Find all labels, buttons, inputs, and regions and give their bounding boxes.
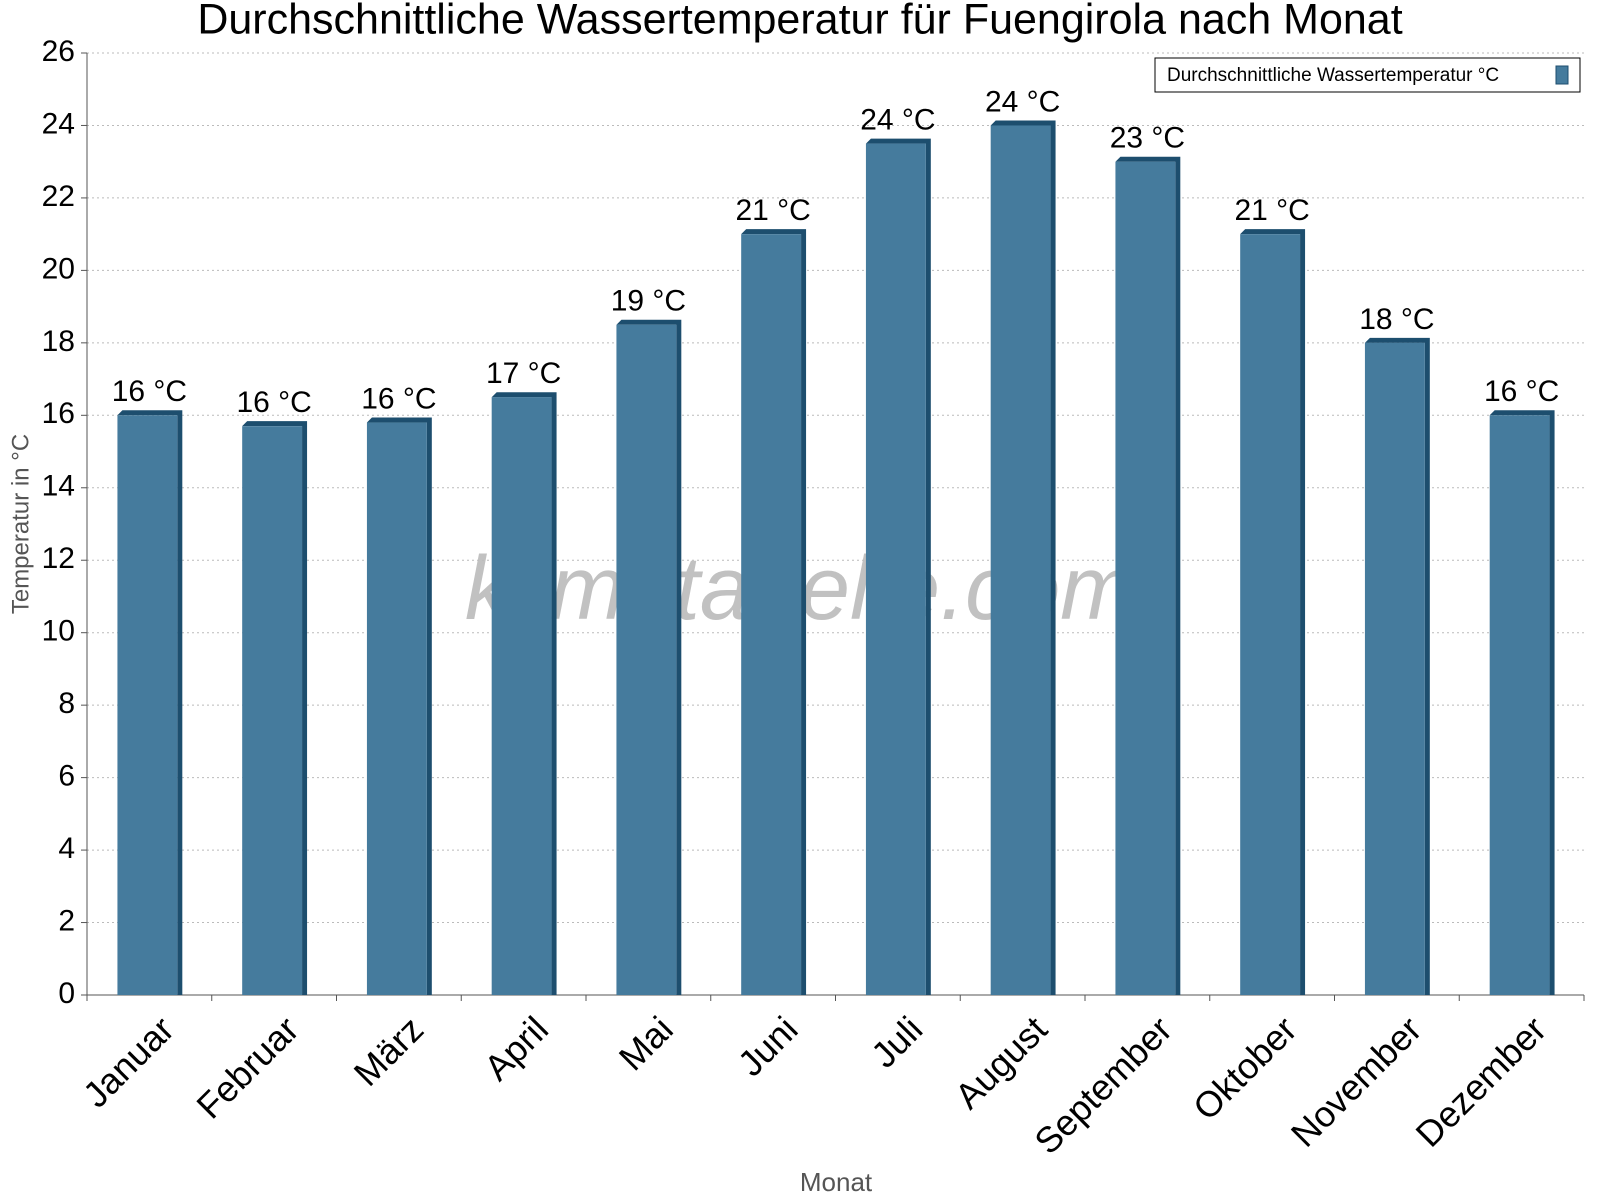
bar bbox=[1240, 234, 1301, 996]
y-tick-label: 6 bbox=[58, 760, 75, 793]
value-label: 24 °C bbox=[985, 85, 1060, 118]
y-tick-label: 20 bbox=[42, 252, 75, 285]
value-label: 21 °C bbox=[1234, 194, 1309, 227]
bar bbox=[865, 143, 926, 996]
value-label: 16 °C bbox=[236, 386, 311, 419]
legend-swatch bbox=[1555, 65, 1569, 85]
y-tick-label: 8 bbox=[58, 687, 75, 720]
value-label: 16 °C bbox=[1484, 375, 1559, 408]
chart-title: Durchschnittliche Wassertemperatur für F… bbox=[197, 0, 1402, 43]
y-tick-label: 24 bbox=[42, 107, 75, 140]
y-tick-label: 4 bbox=[58, 832, 75, 865]
value-label: 16 °C bbox=[361, 382, 436, 415]
y-tick-label: 2 bbox=[58, 904, 75, 937]
bar bbox=[990, 125, 1051, 995]
y-tick-label: 14 bbox=[42, 470, 75, 503]
value-label: 16 °C bbox=[112, 375, 187, 408]
y-tick-label: 10 bbox=[42, 615, 75, 648]
bar bbox=[117, 415, 178, 995]
bar bbox=[741, 234, 802, 996]
bar bbox=[1489, 415, 1550, 995]
bar bbox=[1115, 161, 1176, 995]
y-tick-label: 22 bbox=[42, 180, 75, 213]
value-label: 23 °C bbox=[1110, 122, 1185, 155]
legend-box bbox=[1154, 57, 1581, 93]
bar bbox=[616, 324, 677, 995]
x-axis-title: Monat bbox=[800, 1167, 873, 1197]
bar bbox=[491, 397, 552, 995]
bar bbox=[1364, 342, 1425, 995]
value-label: 24 °C bbox=[860, 103, 935, 136]
bar bbox=[366, 422, 427, 995]
bar bbox=[242, 426, 303, 996]
value-label: 18 °C bbox=[1359, 303, 1434, 336]
value-label: 21 °C bbox=[735, 194, 810, 227]
y-tick-label: 12 bbox=[42, 542, 75, 575]
legend-label: Durchschnittliche Wassertemperatur °C bbox=[1167, 65, 1499, 86]
y-tick-label: 18 bbox=[42, 325, 75, 358]
y-tick-label: 0 bbox=[58, 977, 75, 1010]
y-axis-title: Temperatur in °C bbox=[7, 434, 34, 614]
y-tick-label: 16 bbox=[42, 397, 75, 430]
value-label: 17 °C bbox=[486, 357, 561, 390]
value-label: 19 °C bbox=[611, 285, 686, 318]
y-tick-label: 26 bbox=[42, 35, 75, 68]
